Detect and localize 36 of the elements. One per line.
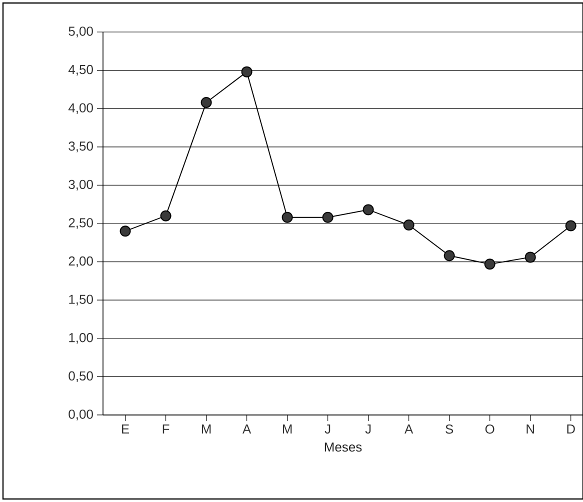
x-tick-label: J [365, 424, 371, 434]
x-tick-label: A [404, 424, 414, 434]
x-tick-label: F [162, 424, 170, 434]
point [484, 258, 496, 270]
y-tick-label: 2,00 [68, 256, 93, 268]
point [160, 210, 172, 222]
y-tick-label: 1,50 [69, 294, 93, 306]
y-tick-label: 0,00 [68, 410, 93, 420]
x-tick-label: A [242, 424, 252, 434]
y-tick-label: 3,50 [68, 142, 93, 152]
x-tick-label: D [567, 424, 575, 434]
y-tick-label: 3,00 [68, 180, 93, 191]
y-tick-label: 0,50 [68, 371, 93, 382]
y-tick-label: 1,00 [69, 333, 93, 344]
y-tick-label: 4,50 [68, 64, 93, 76]
y-tick-label: 4,00 [68, 103, 93, 114]
point [362, 204, 374, 216]
x-tick-label: N [526, 424, 534, 434]
point [403, 220, 414, 231]
point [524, 252, 536, 263]
point [200, 96, 212, 108]
x-tick-label: M [202, 424, 211, 434]
x-tick-label: M [282, 424, 292, 434]
x-tick-label: O [485, 424, 494, 434]
point [241, 66, 252, 78]
point [322, 212, 334, 223]
point [565, 220, 576, 232]
point [444, 250, 455, 262]
x-axis-title: Meses [324, 442, 362, 452]
y-tick-label: 5,00 [68, 26, 93, 38]
point [120, 226, 131, 237]
x-tick-label: S [446, 424, 454, 434]
point [282, 212, 293, 223]
y-tick-label: 2,50 [68, 218, 93, 229]
x-tick-label: E [122, 424, 130, 434]
x-tick-label: J [324, 424, 330, 434]
